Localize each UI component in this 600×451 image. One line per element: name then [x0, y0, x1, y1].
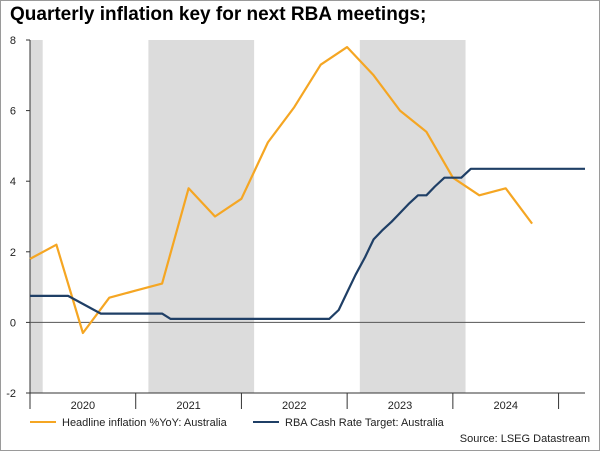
legend-item-headline-inflation: Headline inflation %YoY: Australia [30, 417, 227, 429]
chart-source: Source: LSEG Datastream [459, 433, 590, 445]
y-tick-label-4: 4 [10, 176, 16, 188]
legend-item-cash-rate: RBA Cash Rate Target: Australia [253, 417, 444, 429]
series-line-1 [30, 167, 585, 320]
x-tick-label-2020: 2020 [71, 400, 95, 412]
legend-label-headline-inflation: Headline inflation %YoY: Australia [62, 417, 227, 429]
y-tick-label-2: 2 [10, 247, 16, 259]
y-tick-label-8: 8 [10, 35, 16, 47]
shaded-band-0 [30, 40, 43, 393]
x-tick-label-2024: 2024 [493, 400, 517, 412]
x-tick-label-2023: 2023 [388, 400, 412, 412]
x-tick-label-2022: 2022 [282, 400, 306, 412]
legend-swatch-headline-inflation [30, 421, 56, 424]
shaded-band-2 [359, 40, 466, 393]
x-tick-label-2021: 2021 [176, 400, 200, 412]
series-line-0 [29, 45, 533, 335]
legend-label-cash-rate: RBA Cash Rate Target: Australia [285, 417, 444, 429]
y-tick-label-6: 6 [10, 106, 16, 118]
y-tick-label--2: -2 [6, 388, 16, 400]
shaded-band-1 [148, 40, 255, 393]
legend-swatch-cash-rate [253, 421, 279, 424]
chart-title: Quarterly inflation key for next RBA mee… [10, 4, 427, 25]
y-tick-label-0: 0 [10, 317, 16, 329]
